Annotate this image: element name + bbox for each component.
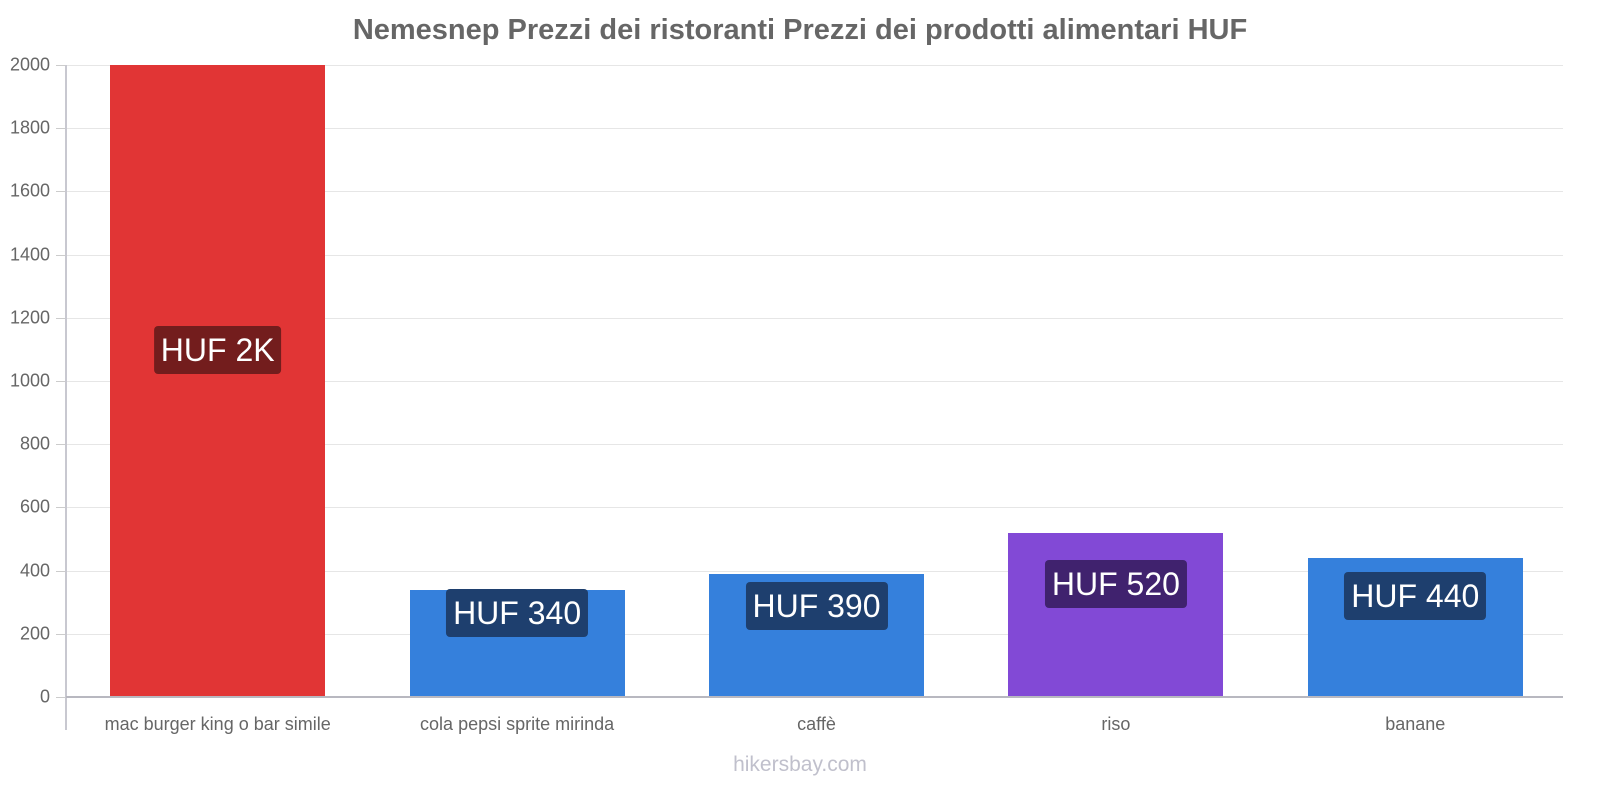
x-tick-label: cola pepsi sprite mirinda xyxy=(420,714,615,734)
bar-value-label: HUF 2K xyxy=(153,326,282,374)
y-tick-label: 200 xyxy=(19,623,50,644)
y-axis-line xyxy=(65,65,67,730)
bar-value-label: HUF 520 xyxy=(1044,559,1187,608)
y-tick-mark xyxy=(56,381,66,382)
bar-value-label: HUF 340 xyxy=(446,588,589,637)
gridline xyxy=(66,65,1563,66)
y-tick-label: 1800 xyxy=(9,117,50,138)
bar[interactable]: HUF 390 xyxy=(709,573,924,697)
x-axis-line xyxy=(66,696,1563,698)
gridline xyxy=(66,381,1563,382)
y-tick-label: 1400 xyxy=(9,244,50,265)
y-tick-label: 600 xyxy=(19,496,50,517)
y-tick-mark xyxy=(56,444,66,446)
y-tick-mark xyxy=(56,191,66,193)
x-tick-label: mac burger king o bar simile xyxy=(104,714,331,734)
y-tick-mark xyxy=(56,633,66,635)
gridline xyxy=(66,128,1563,130)
bar-value-label: HUF 390 xyxy=(745,581,888,630)
y-tick-label: 800 xyxy=(19,433,50,454)
y-tick-mark xyxy=(56,570,66,572)
x-tick-label: banane xyxy=(1385,714,1446,734)
y-tick-mark xyxy=(56,128,66,130)
y-tick-label: 1600 xyxy=(9,180,50,201)
y-tick-mark xyxy=(56,697,66,698)
bar[interactable]: HUF 520 xyxy=(1008,532,1224,697)
bar[interactable]: HUF 440 xyxy=(1307,557,1523,697)
y-tick-mark xyxy=(56,317,66,319)
y-tick-mark xyxy=(56,65,66,66)
plot-area: HUF 2K HUF 340 HUF 390 HUF 520 HUF 440 xyxy=(66,65,1563,697)
bar[interactable]: HUF 2K xyxy=(110,65,326,697)
y-tick-mark xyxy=(56,507,66,509)
chart-title: Nemesnep Prezzi dei ristoranti Prezzi de… xyxy=(352,14,1248,46)
watermark: hikersbay.com xyxy=(733,753,867,776)
y-tick-label: 2000 xyxy=(9,54,50,75)
y-tick-label: 400 xyxy=(19,560,50,581)
bar-value-label: HUF 440 xyxy=(1344,571,1487,620)
y-tick-label: 0 xyxy=(39,686,50,707)
y-tick-mark xyxy=(56,254,66,256)
y-tick-label: 1000 xyxy=(9,370,50,391)
gridline xyxy=(66,191,1563,193)
gridline xyxy=(66,444,1563,446)
bar[interactable]: HUF 340 xyxy=(409,588,625,697)
gridline xyxy=(66,570,1563,572)
x-tick-label: riso xyxy=(1101,714,1131,734)
gridline xyxy=(66,317,1563,319)
gridline xyxy=(66,254,1563,256)
gridline xyxy=(66,507,1563,509)
x-tick-label: caffè xyxy=(797,714,836,734)
y-tick-label: 1200 xyxy=(9,307,50,328)
